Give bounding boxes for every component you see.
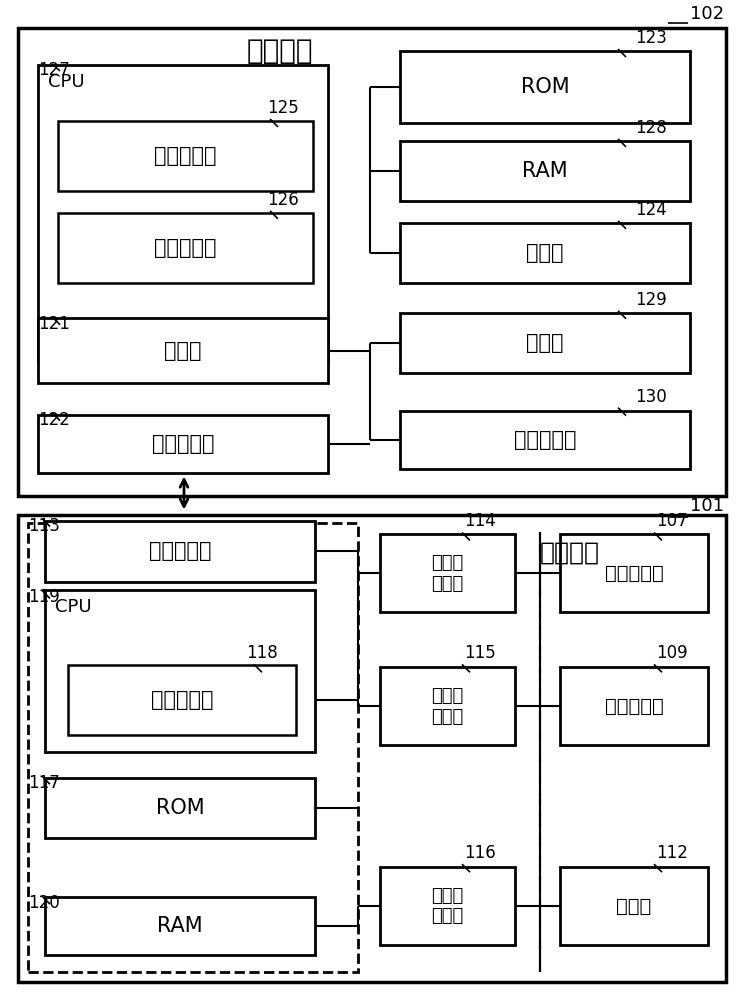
- Text: 119: 119: [28, 588, 60, 606]
- Bar: [400, 223, 690, 283]
- Text: 128: 128: [635, 119, 667, 137]
- Bar: [45, 521, 315, 582]
- Bar: [400, 51, 690, 123]
- Text: ROM: ROM: [521, 77, 569, 97]
- Text: 第一驱动部: 第一驱动部: [605, 564, 664, 583]
- Text: RAM: RAM: [522, 161, 568, 181]
- Text: 112: 112: [656, 844, 688, 862]
- Bar: [380, 867, 515, 945]
- Text: 113: 113: [28, 517, 60, 535]
- Text: 107: 107: [656, 512, 687, 530]
- Text: 第二通信部: 第二通信部: [152, 434, 214, 454]
- Bar: [58, 121, 313, 191]
- Text: 照相机: 照相机: [164, 341, 202, 361]
- Bar: [560, 534, 708, 612]
- Text: 翻页控制部: 翻页控制部: [151, 690, 214, 710]
- Bar: [18, 515, 726, 982]
- Text: 指示接受部: 指示接受部: [514, 430, 577, 450]
- Text: 存储部: 存储部: [526, 243, 564, 263]
- Text: 116: 116: [464, 844, 496, 862]
- Text: 109: 109: [656, 644, 687, 662]
- Bar: [68, 665, 296, 735]
- Bar: [560, 867, 708, 945]
- Text: 115: 115: [464, 644, 496, 662]
- Bar: [45, 897, 315, 955]
- Bar: [380, 534, 515, 612]
- Bar: [18, 28, 726, 496]
- Text: CPU: CPU: [55, 598, 92, 616]
- Bar: [38, 318, 328, 383]
- Text: 118: 118: [246, 644, 278, 662]
- Text: 翻页装置: 翻页装置: [540, 540, 600, 564]
- Text: 122: 122: [38, 411, 70, 429]
- Text: 电动机
驱动器: 电动机 驱动器: [431, 554, 463, 593]
- Bar: [45, 778, 315, 838]
- Text: 101: 101: [690, 497, 724, 515]
- Bar: [58, 213, 313, 283]
- Text: 114: 114: [464, 512, 496, 530]
- Text: 第一通信部: 第一通信部: [149, 541, 211, 561]
- Text: 送风部: 送风部: [616, 897, 652, 916]
- Bar: [560, 667, 708, 745]
- Text: 终端装置: 终端装置: [247, 37, 313, 65]
- Text: 121: 121: [38, 315, 70, 333]
- Text: 126: 126: [267, 191, 299, 209]
- Bar: [400, 411, 690, 469]
- Text: 127: 127: [38, 61, 70, 79]
- Text: 124: 124: [635, 201, 667, 219]
- Text: 117: 117: [28, 774, 60, 792]
- Bar: [400, 313, 690, 373]
- Text: 123: 123: [635, 29, 667, 47]
- Text: 电动机
驱动器: 电动机 驱动器: [431, 887, 463, 925]
- Text: 显示部: 显示部: [526, 333, 564, 353]
- Text: 102: 102: [690, 5, 724, 23]
- Text: 电动机
驱动器: 电动机 驱动器: [431, 687, 463, 726]
- Text: 129: 129: [635, 291, 667, 309]
- Text: 120: 120: [28, 894, 60, 912]
- Text: 图像处理部: 图像处理部: [154, 238, 217, 258]
- Text: 第二驱动部: 第二驱动部: [605, 697, 664, 716]
- Bar: [38, 65, 328, 363]
- Text: 拍摄控制部: 拍摄控制部: [154, 146, 217, 166]
- Bar: [45, 590, 315, 752]
- Bar: [38, 415, 328, 473]
- Text: RAM: RAM: [157, 916, 203, 936]
- Text: 130: 130: [635, 388, 667, 406]
- Text: ROM: ROM: [155, 798, 205, 818]
- Text: CPU: CPU: [48, 73, 85, 91]
- Bar: [380, 667, 515, 745]
- Bar: [28, 523, 358, 972]
- Bar: [400, 141, 690, 201]
- Text: 125: 125: [267, 99, 299, 117]
